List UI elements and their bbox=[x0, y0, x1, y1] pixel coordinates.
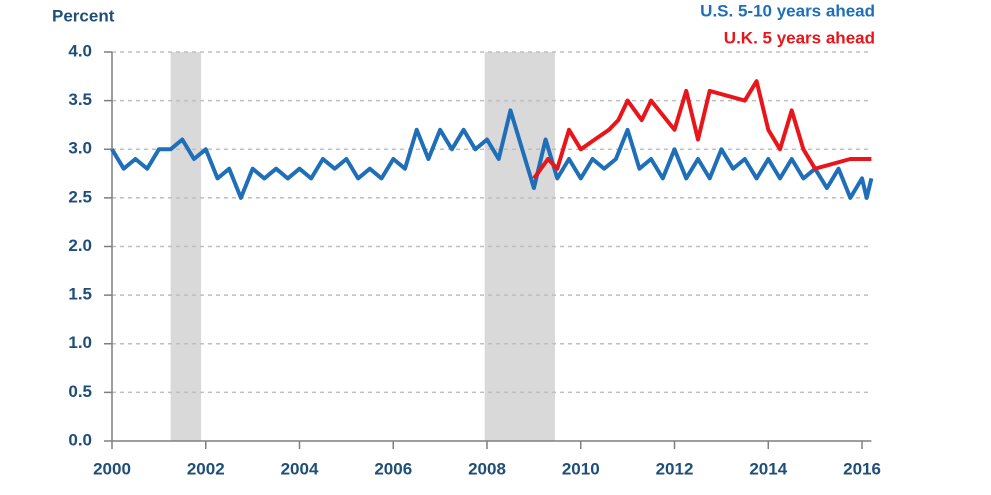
y-tick-label: 1.0 bbox=[68, 333, 92, 352]
legend-entry: U.K. 5 years ahead bbox=[724, 28, 875, 47]
y-tick-label: 0.0 bbox=[68, 430, 92, 449]
x-tick-label: 2012 bbox=[656, 459, 694, 478]
line bbox=[110, 108, 874, 200]
y-tick-label: 4.0 bbox=[68, 41, 92, 60]
y-tick-label: 2.0 bbox=[68, 236, 92, 255]
legend-entry: U.S. 5-10 years ahead bbox=[700, 1, 875, 20]
x-tick-label: 2014 bbox=[749, 459, 787, 478]
x-tick-label: 2004 bbox=[281, 459, 319, 478]
y-axis-label: Percent bbox=[52, 6, 115, 25]
x-tick-label: 2016 bbox=[843, 459, 881, 478]
y-tick-label: 3.5 bbox=[68, 90, 92, 109]
x-tick-label: 2000 bbox=[93, 459, 131, 478]
x-tick-label: 2008 bbox=[468, 459, 506, 478]
line bbox=[532, 79, 872, 180]
x-tick-label: 2010 bbox=[562, 459, 600, 478]
y-tick-label: 0.5 bbox=[68, 382, 92, 401]
y-tick-label: 1.5 bbox=[68, 285, 92, 304]
y-tick-label: 2.5 bbox=[68, 187, 92, 206]
x-tick-label: 2002 bbox=[187, 459, 225, 478]
x-tick-label: 2006 bbox=[374, 459, 412, 478]
y-tick-label: 3.0 bbox=[68, 139, 92, 158]
